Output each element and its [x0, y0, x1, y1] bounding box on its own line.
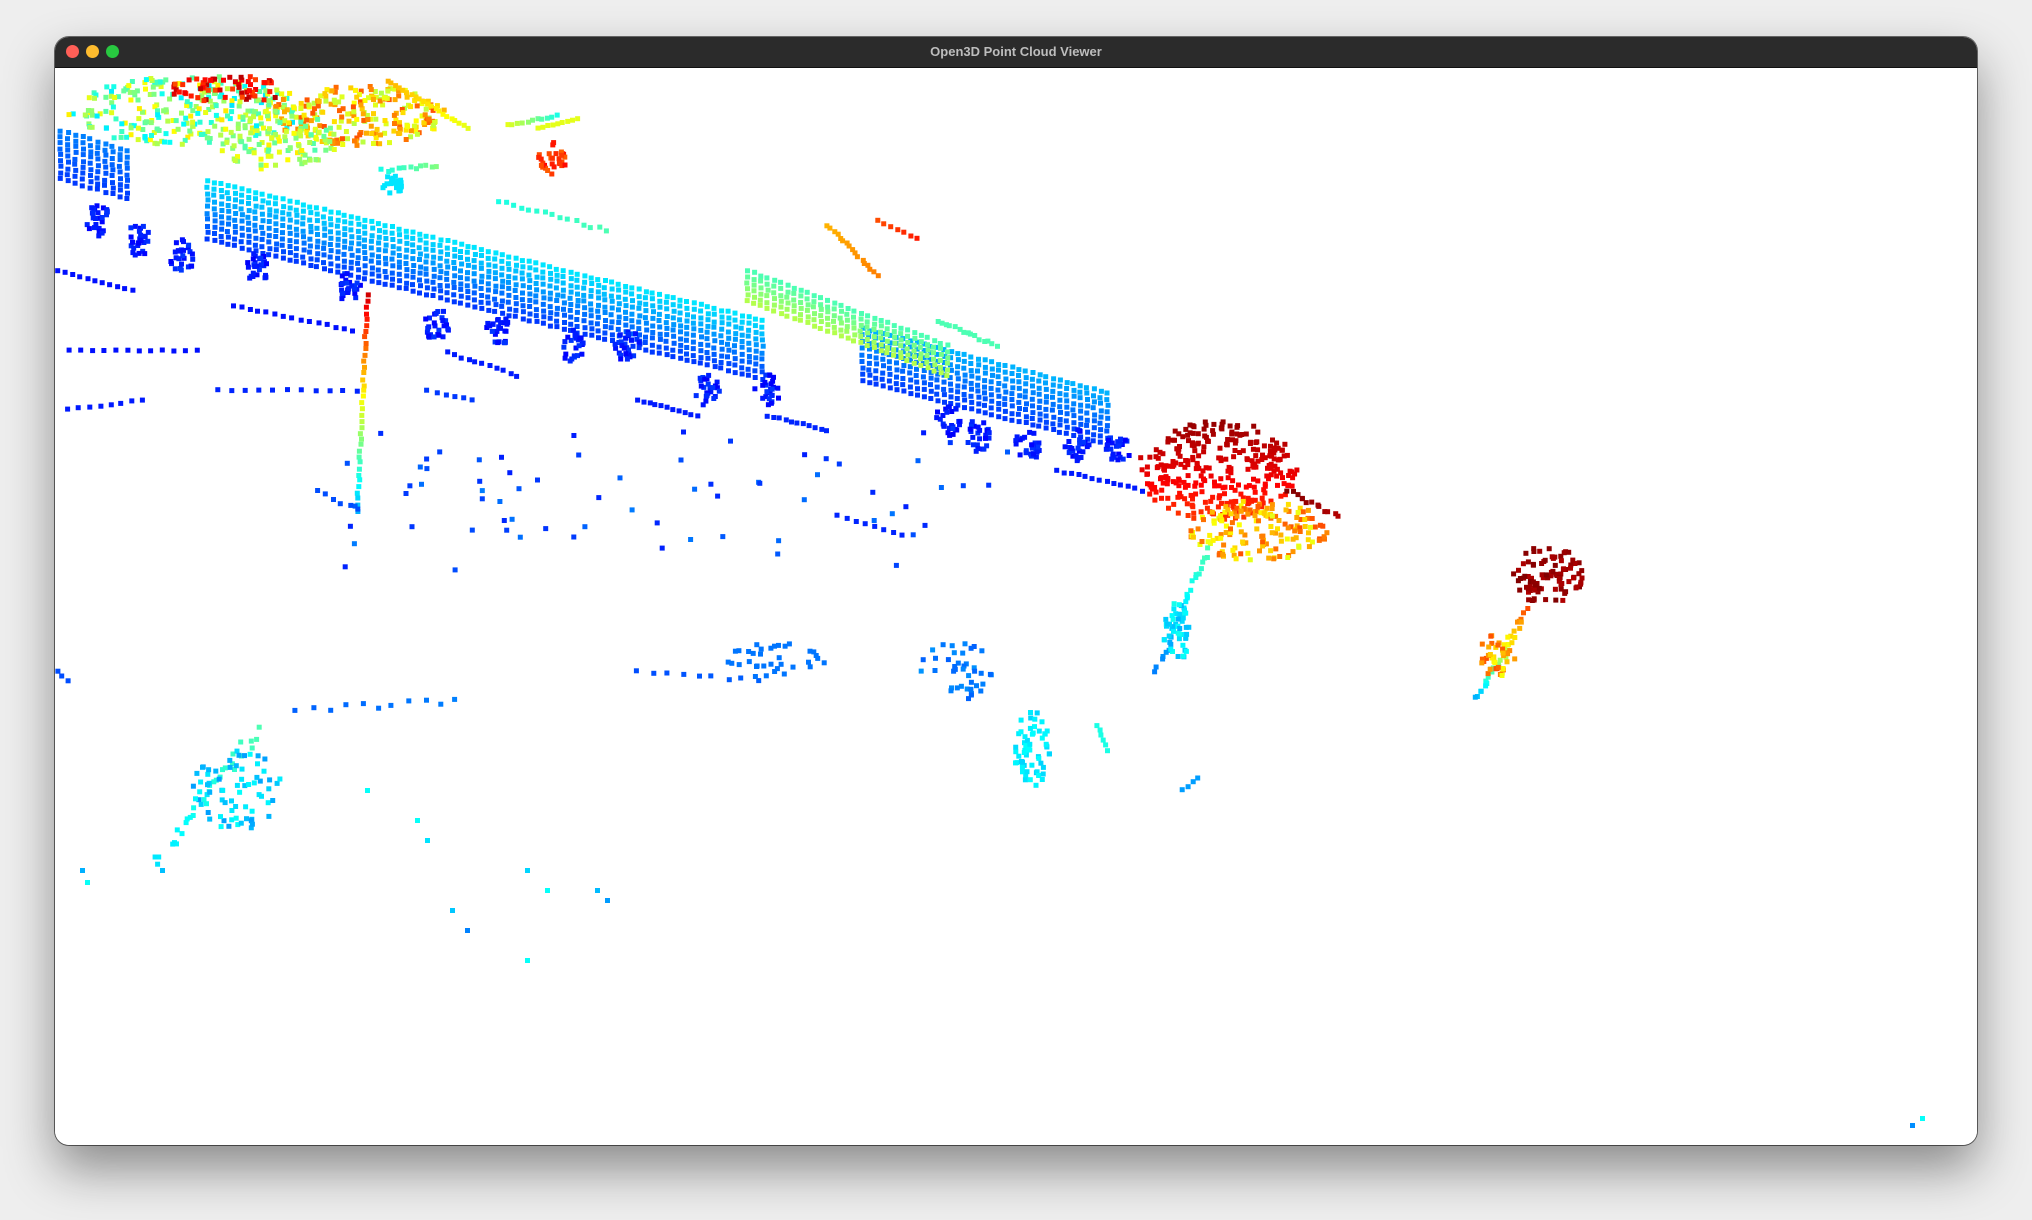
- point-cloud-viewport[interactable]: [55, 68, 1977, 1145]
- zoom-icon[interactable]: [106, 45, 119, 58]
- viewer-window: Open3D Point Cloud Viewer: [55, 37, 1977, 1145]
- window-title: Open3D Point Cloud Viewer: [930, 44, 1102, 59]
- minimize-icon[interactable]: [86, 45, 99, 58]
- point-cloud[interactable]: [55, 68, 1977, 1145]
- close-icon[interactable]: [66, 45, 79, 58]
- title-bar[interactable]: Open3D Point Cloud Viewer: [55, 37, 1977, 68]
